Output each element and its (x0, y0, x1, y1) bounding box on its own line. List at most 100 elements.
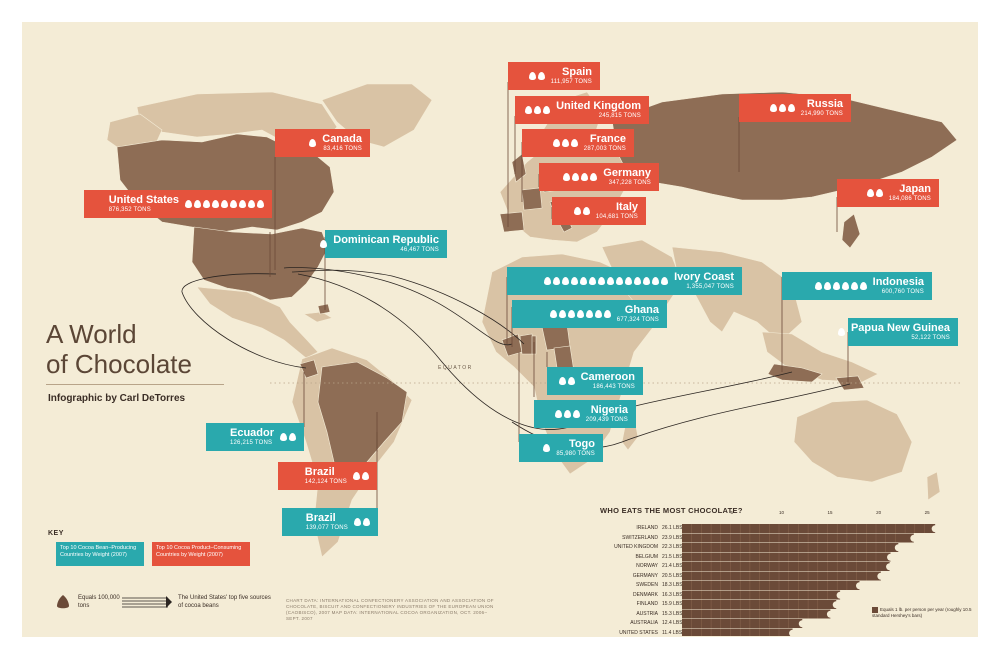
flag-brazil-consumer[interactable]: Brazil 142,124 TONS (278, 462, 377, 490)
country-name: Papua New Guinea (850, 322, 950, 334)
lbs-label: 11.4 LBS. (662, 629, 684, 636)
drops (185, 200, 264, 208)
cocoa-drop-icon (661, 277, 669, 285)
drops (525, 106, 551, 114)
cocoa-drop-icon (607, 277, 615, 285)
country-label: NORWAY (636, 563, 658, 569)
flag-france[interactable]: France 287,003 TONS (522, 129, 634, 157)
cocoa-drop-icon (221, 200, 228, 208)
country-name: Cameroon (580, 371, 635, 383)
country-label: DENMARK (632, 591, 658, 598)
chocolate-bar (682, 581, 860, 590)
southeast-asia-shape (761, 331, 879, 383)
country-name: Ivory Coast (674, 271, 734, 283)
drops (543, 444, 551, 452)
flag-united-kingdom[interactable]: United Kingdom 245,815 TONS (515, 96, 649, 124)
tons-value: 85,980 TONS (556, 451, 595, 457)
who-eats-row: BELGIUM 21.5 LBS. (602, 553, 684, 563)
tons-value: 83,416 TONS (323, 146, 362, 152)
who-eats-legend-text: Equals 1 lb. per person per year (roughl… (872, 607, 972, 619)
poster: EQUATOR Canada 83,416 TONS United States 8… (22, 22, 978, 637)
country-name: Togo (568, 438, 595, 450)
lbs-label: 18.3 LBS. (662, 582, 684, 588)
who-eats-row: UNITED KINGDOM 22.3 LBS. (602, 543, 684, 553)
drops (573, 207, 590, 215)
flag-dominican-republic[interactable]: Dominican Republic 46,467 TONS (320, 230, 447, 258)
flag-papua-new-guinea[interactable]: Papua New Guinea 52,122 TONS (837, 318, 958, 346)
flag-indonesia[interactable]: Indonesia 600,760 TONS (782, 272, 932, 300)
cocoa-drop-icon (543, 444, 551, 452)
drops (769, 104, 795, 112)
tons-value: 677,324 TONS (616, 317, 659, 323)
country-name: Germany (603, 167, 651, 179)
country-name: Italy (615, 201, 638, 213)
tons-value: 184,086 TONS (888, 196, 931, 202)
trade-arrow-ecuador (181, 273, 307, 369)
cocoa-drop-icon (652, 277, 660, 285)
drops (354, 518, 370, 526)
country-name: Japan (899, 183, 931, 195)
key-drop-icon (57, 595, 69, 609)
cocoa-drop-icon (230, 200, 237, 208)
flag-united-states[interactable]: United States 876,352 TONS (84, 190, 272, 218)
spain-shape (499, 211, 525, 233)
tons-value: 287,003 TONS (583, 146, 626, 152)
flag-ivory-coast[interactable]: Ivory Coast 1,355,047 TONS (507, 267, 742, 295)
country-label: SWITZERLAND (622, 534, 658, 541)
cocoa-drop-icon (598, 277, 606, 285)
cocoa-drop-icon (778, 104, 786, 112)
drops (353, 472, 369, 480)
flag-japan[interactable]: Japan 184,086 TONS (837, 179, 939, 207)
flag-germany[interactable]: Germany 347,228 TONS (539, 163, 659, 191)
cocoa-drop-icon (581, 173, 589, 181)
flag-brazil-producer[interactable]: Brazil 139,077 TONS (282, 508, 378, 536)
country-name: Indonesia (872, 276, 924, 288)
drops (320, 240, 328, 248)
who-eats-row: IRELAND 26.1 LBS. (602, 524, 684, 534)
cocoa-drop-icon (558, 377, 566, 385)
flag-russia[interactable]: Russia 214,990 TONS (739, 94, 851, 122)
title-line-2: of Chocolate (46, 349, 192, 379)
flag-canada[interactable]: Canada 83,416 TONS (275, 129, 370, 157)
lbs-label: 23.9 LBS. (662, 534, 684, 541)
flag-cameroon[interactable]: Cameroon 186,443 TONS (547, 367, 643, 395)
country-name: United Kingdom (556, 100, 641, 112)
cocoa-drop-icon (567, 310, 575, 318)
country-name: United States (108, 194, 179, 206)
flag-ecuador[interactable]: Ecuador 126,215 TONS (206, 423, 304, 451)
flag-spain[interactable]: Spain 111,957 TONS (508, 62, 600, 90)
cocoa-drop-icon (580, 277, 588, 285)
lbs-label: 21.5 LBS. (662, 553, 684, 560)
cocoa-drop-icon (212, 200, 219, 208)
cocoa-drop-icon (549, 310, 557, 318)
cocoa-drop-icon (363, 518, 370, 526)
cocoa-drop-icon (875, 189, 883, 197)
flag-nigeria[interactable]: Nigeria 209,439 TONS (534, 400, 636, 428)
cocoa-drop-icon (590, 173, 598, 181)
lbs-label: 22.3 LBS. (662, 544, 684, 550)
chocolate-bar (682, 619, 803, 628)
tons-value: 214,990 TONS (800, 111, 843, 117)
flag-ghana[interactable]: Ghana 677,324 TONS (512, 300, 667, 328)
data-credit: CHART DATA: INTERNATIONAL CONFECTIONERY … (286, 598, 494, 621)
flag-togo[interactable]: Togo 85,980 TONS (519, 434, 603, 462)
usa-shape (191, 226, 329, 301)
cocoa-drop-icon (320, 240, 328, 248)
bite-mark (931, 525, 939, 533)
mexico-central-america-shape (196, 286, 319, 359)
country-name: Ecuador (229, 427, 274, 439)
axis-tick-label: 5 (730, 510, 734, 515)
drops (528, 72, 545, 80)
cocoa-drop-icon (823, 282, 831, 290)
chocolate-bar (682, 590, 841, 600)
flag-italy[interactable]: Italy 104,681 TONS (552, 197, 646, 225)
country-label: FINLAND (636, 601, 658, 607)
cocoa-drop-icon (563, 410, 571, 418)
country-label: IRELAND (636, 525, 658, 531)
who-eats-axis: 5 10 15 20 25 (682, 510, 946, 520)
cocoa-drop-icon (859, 282, 867, 290)
key-drop-label: Equals 100,000 tons (78, 595, 120, 609)
who-eats-row: AUSTRIA 15.3 LBS. (602, 610, 684, 620)
tons-value: 209,439 TONS (585, 417, 628, 423)
key-producer-swatch: Top 10 Cocoa Bean–Producing Countries by… (56, 542, 144, 566)
